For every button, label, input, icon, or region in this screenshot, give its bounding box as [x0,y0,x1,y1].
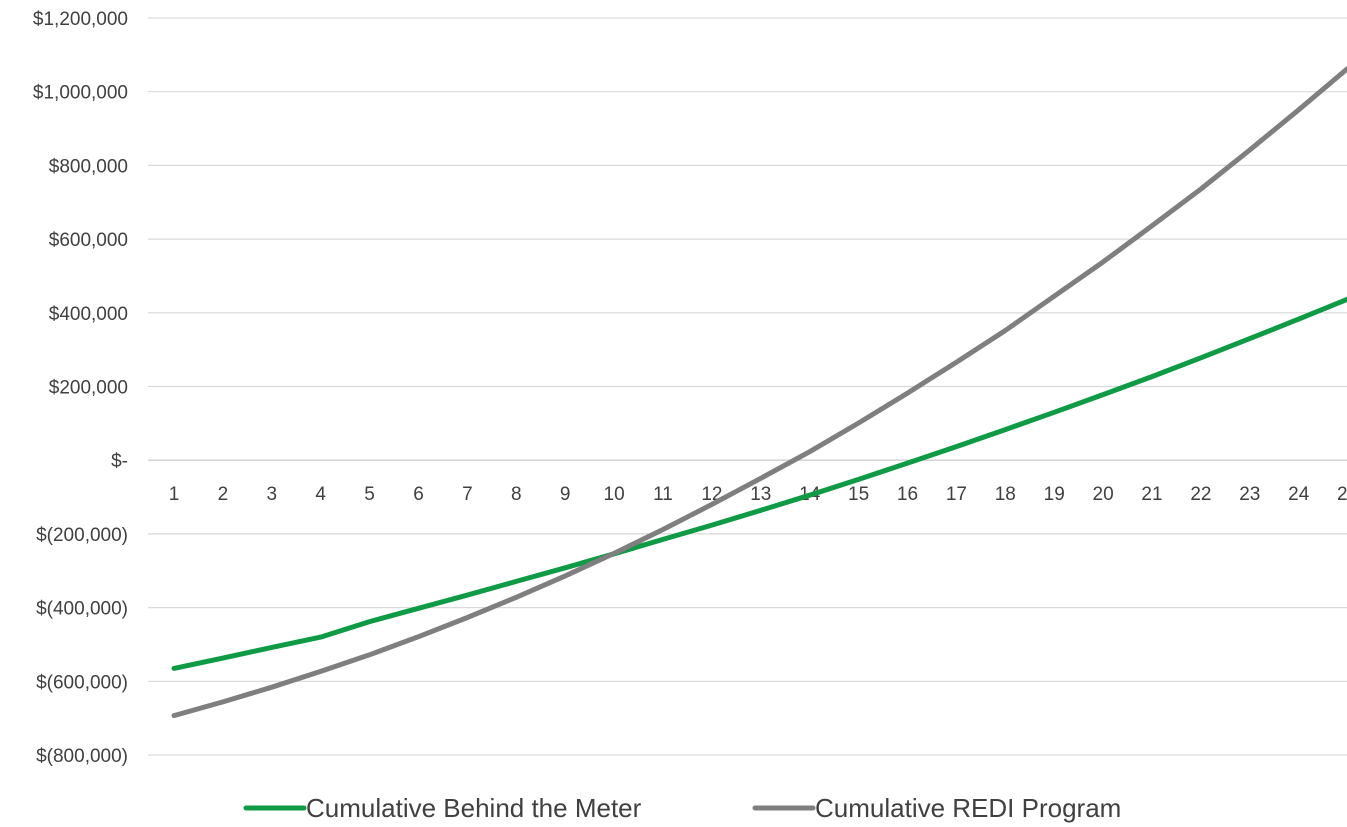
legend-label: Cumulative REDI Program [815,793,1121,823]
y-tick-label: $600,000 [49,230,128,251]
x-tick-label: 7 [462,484,473,505]
x-tick-label: 18 [995,484,1016,505]
x-tick-label: 10 [604,484,625,505]
x-tick-label: 4 [315,484,326,505]
x-tick-label: 8 [511,484,522,505]
x-tick-label: 9 [560,484,571,505]
x-tick-label: 15 [848,484,869,505]
y-tick-label: $1,200,000 [33,9,128,30]
legend: Cumulative Behind the Meter Cumulative RE… [243,793,1121,823]
x-tick-label: 3 [267,484,278,505]
y-tick-label: $(600,000) [36,672,128,693]
x-tick-label: 19 [1044,484,1065,505]
y-axis-tick-labels: $1,200,000 $1,000,000 $800,000 $600,000 $400… [33,9,128,767]
x-tick-label: 20 [1093,484,1114,505]
x-tick-label: 23 [1239,484,1260,505]
y-tick-label: $1,000,000 [33,83,128,104]
y-tick-label: $(400,000) [36,599,128,620]
x-tick-label: 24 [1288,484,1310,505]
y-tick-label: $- [111,451,128,472]
legend-label: Cumulative Behind the Meter [306,793,642,823]
x-tick-label: 1 [169,484,180,505]
x-tick-label: 5 [364,484,375,505]
x-tick-label: 2 [218,484,229,505]
gridlines [148,17,1347,756]
y-tick-label: $(800,000) [36,746,128,767]
x-tick-label: 13 [750,484,771,505]
y-tick-label: $200,000 [49,378,128,399]
series-line-2 [171,66,1347,719]
x-tick-label: 17 [946,484,967,505]
x-tick-label: 25 [1337,484,1347,505]
series-line-1 [171,296,1347,671]
y-tick-label: $400,000 [49,304,128,325]
series-lines [171,66,1347,719]
x-tick-label: 11 [653,484,673,505]
x-tick-label: 16 [897,484,918,505]
x-tick-label: 6 [413,484,424,505]
x-tick-label: 22 [1190,484,1211,505]
y-tick-label: $800,000 [49,156,128,177]
y-tick-label: $(200,000) [36,525,128,546]
x-axis-tick-labels: 1 2 3 4 5 6 7 8 9 10 11 12 13 14 15 16 17 18 19 20 21 22 23 24 2… [169,484,1347,505]
x-tick-label: 21 [1141,484,1162,505]
